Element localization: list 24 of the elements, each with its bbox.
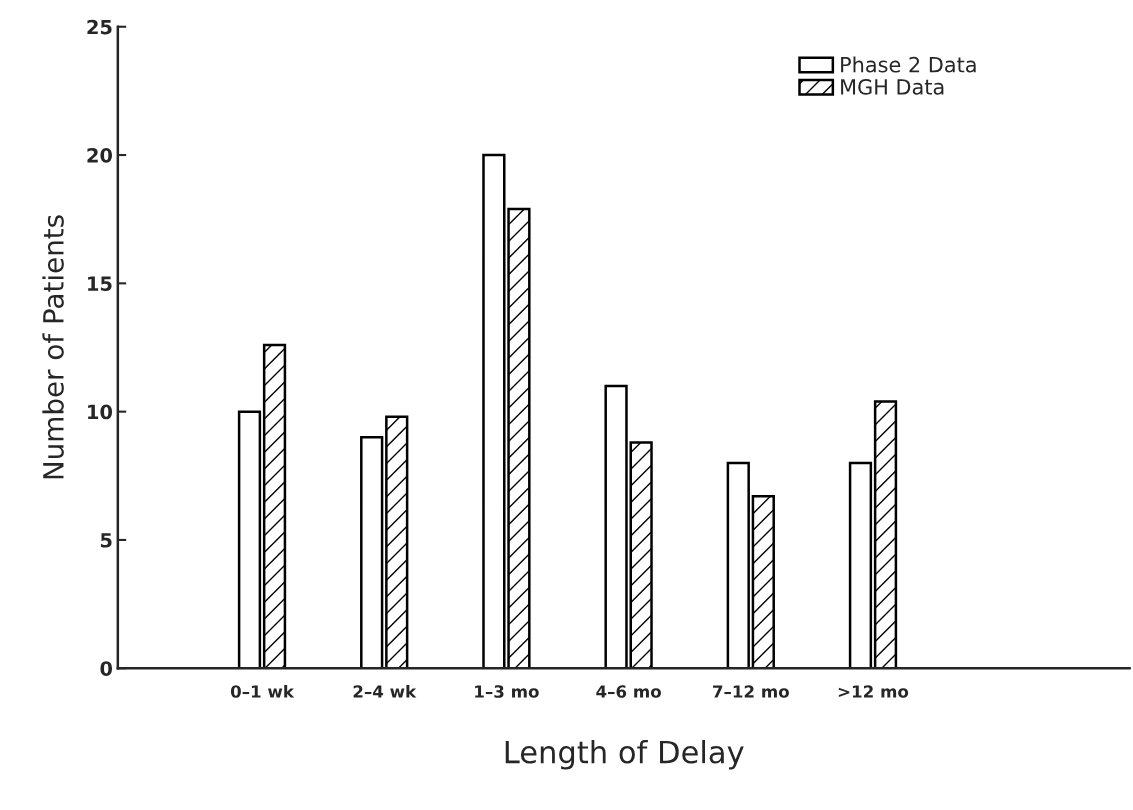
bar bbox=[848, 461, 873, 669]
x-tick-label: 4–6 mo bbox=[596, 685, 661, 698]
legend-label: MGH Data bbox=[841, 79, 944, 95]
bar bbox=[873, 400, 898, 669]
y-tick-label: 5 bbox=[100, 533, 112, 548]
bar bbox=[385, 415, 409, 669]
y-tick-label: 20 bbox=[87, 147, 113, 163]
x-tick-label: 0–1 wk bbox=[230, 684, 295, 698]
bar bbox=[237, 410, 262, 669]
x-tick-label: 1–3 mo bbox=[475, 685, 539, 698]
bar bbox=[360, 436, 384, 669]
y-axis-title: Number of Patients bbox=[42, 215, 64, 479]
y-tick-label: 10 bbox=[88, 404, 113, 420]
x-axis-title: Length of Delay bbox=[505, 739, 744, 770]
x-tick-label: 2–4 wk bbox=[353, 684, 417, 698]
y-tick-label: 25 bbox=[87, 19, 112, 35]
y-tick-label: 0 bbox=[100, 661, 113, 676]
bar bbox=[726, 461, 750, 669]
legend-label: Phase 2 Data bbox=[841, 56, 976, 73]
x-tick-label: 7–12 mo bbox=[713, 685, 789, 698]
bar bbox=[262, 343, 287, 669]
bar bbox=[751, 495, 775, 669]
y-tick-label: 15 bbox=[88, 276, 112, 291]
x-tick-label: >12 mo bbox=[838, 685, 909, 698]
